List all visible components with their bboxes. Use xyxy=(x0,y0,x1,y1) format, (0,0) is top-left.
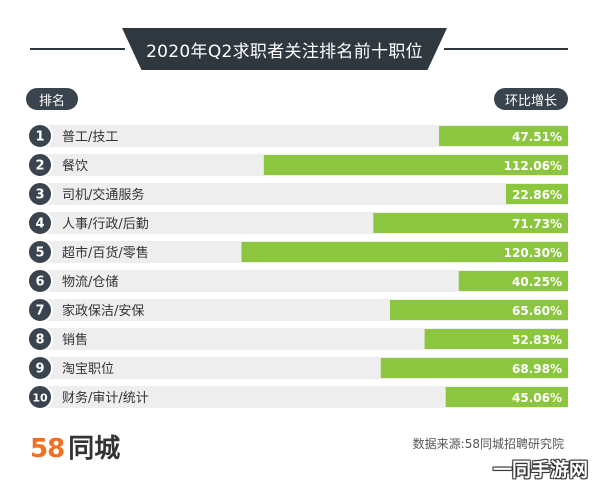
category-label: 销售 xyxy=(62,332,88,348)
rank-header: 排名 xyxy=(26,88,78,110)
category-label: 超市/百货/零售 xyxy=(62,245,149,261)
bar-2 xyxy=(263,155,568,175)
category-label: 人事/行政/后勤 xyxy=(62,217,149,232)
value-label: 68.98% xyxy=(512,362,562,376)
bar-9 xyxy=(380,358,568,378)
category-label: 餐饮 xyxy=(62,158,88,174)
rank-number: 1 xyxy=(35,130,44,145)
value-label: 71.73% xyxy=(512,217,562,231)
rank-badge xyxy=(27,210,53,236)
category-label: 财务/审计/统计 xyxy=(62,390,149,406)
brand-logo: 58 同城 xyxy=(30,428,120,465)
category-label: 家政保洁/安保 xyxy=(62,303,144,319)
rank-badge xyxy=(27,355,53,381)
rank-badge xyxy=(27,239,53,265)
rank-badge xyxy=(27,326,53,352)
bar-6 xyxy=(458,271,568,291)
value-label: 47.51% xyxy=(512,130,562,144)
bar-7 xyxy=(389,300,568,320)
watermark-text: 一同手游网 xyxy=(492,459,588,481)
value-label: 65.60% xyxy=(512,304,562,318)
bar-4 xyxy=(373,213,568,233)
rank-number: 6 xyxy=(35,275,44,290)
title-rule-right xyxy=(444,48,568,50)
logo-text: 同城 xyxy=(68,434,121,464)
value-label: 45.06% xyxy=(512,391,562,405)
chart-title: 2020年Q2求职者关注排名前十职位 xyxy=(122,28,447,70)
rank-number: 3 xyxy=(35,188,44,203)
bar-5 xyxy=(241,242,568,262)
rank-badge xyxy=(27,297,53,323)
rank-badge xyxy=(27,152,53,178)
growth-header: 环比增长 xyxy=(494,88,568,110)
rank-badge xyxy=(27,123,53,149)
logo-digits: 58 xyxy=(30,434,65,464)
category-label: 普工/技工 xyxy=(62,130,118,145)
bar-10 xyxy=(445,387,568,407)
value-label: 52.83% xyxy=(512,333,562,347)
value-label: 112.06% xyxy=(504,159,562,173)
value-label: 120.30% xyxy=(504,246,562,260)
rank-badge xyxy=(27,181,53,207)
value-label: 22.86% xyxy=(512,188,562,202)
bar-8 xyxy=(424,329,568,349)
category-label: 物流/仓储 xyxy=(62,275,118,290)
category-label: 司机/交通服务 xyxy=(62,187,144,203)
row-background xyxy=(38,386,568,408)
rank-number: 2 xyxy=(35,159,44,174)
category-label: 淘宝职位 xyxy=(62,362,114,377)
value-label: 40.25% xyxy=(512,275,562,289)
rank-number: 7 xyxy=(35,304,44,319)
row-background xyxy=(38,125,568,147)
rank-number: 5 xyxy=(35,246,44,261)
rank-number: 4 xyxy=(35,217,44,232)
rank-number: 9 xyxy=(35,362,44,377)
title-rule-left xyxy=(30,48,125,50)
row-background xyxy=(38,270,568,292)
bar-1 xyxy=(439,126,568,146)
rank-number: 8 xyxy=(35,333,44,348)
data-source: 数据来源:58同城招聘研究院 xyxy=(412,437,564,451)
rank-number: 10 xyxy=(32,392,48,405)
bar-3 xyxy=(505,184,568,204)
rank-badge xyxy=(27,384,53,410)
row-background xyxy=(38,183,568,205)
rank-badge xyxy=(27,268,53,294)
